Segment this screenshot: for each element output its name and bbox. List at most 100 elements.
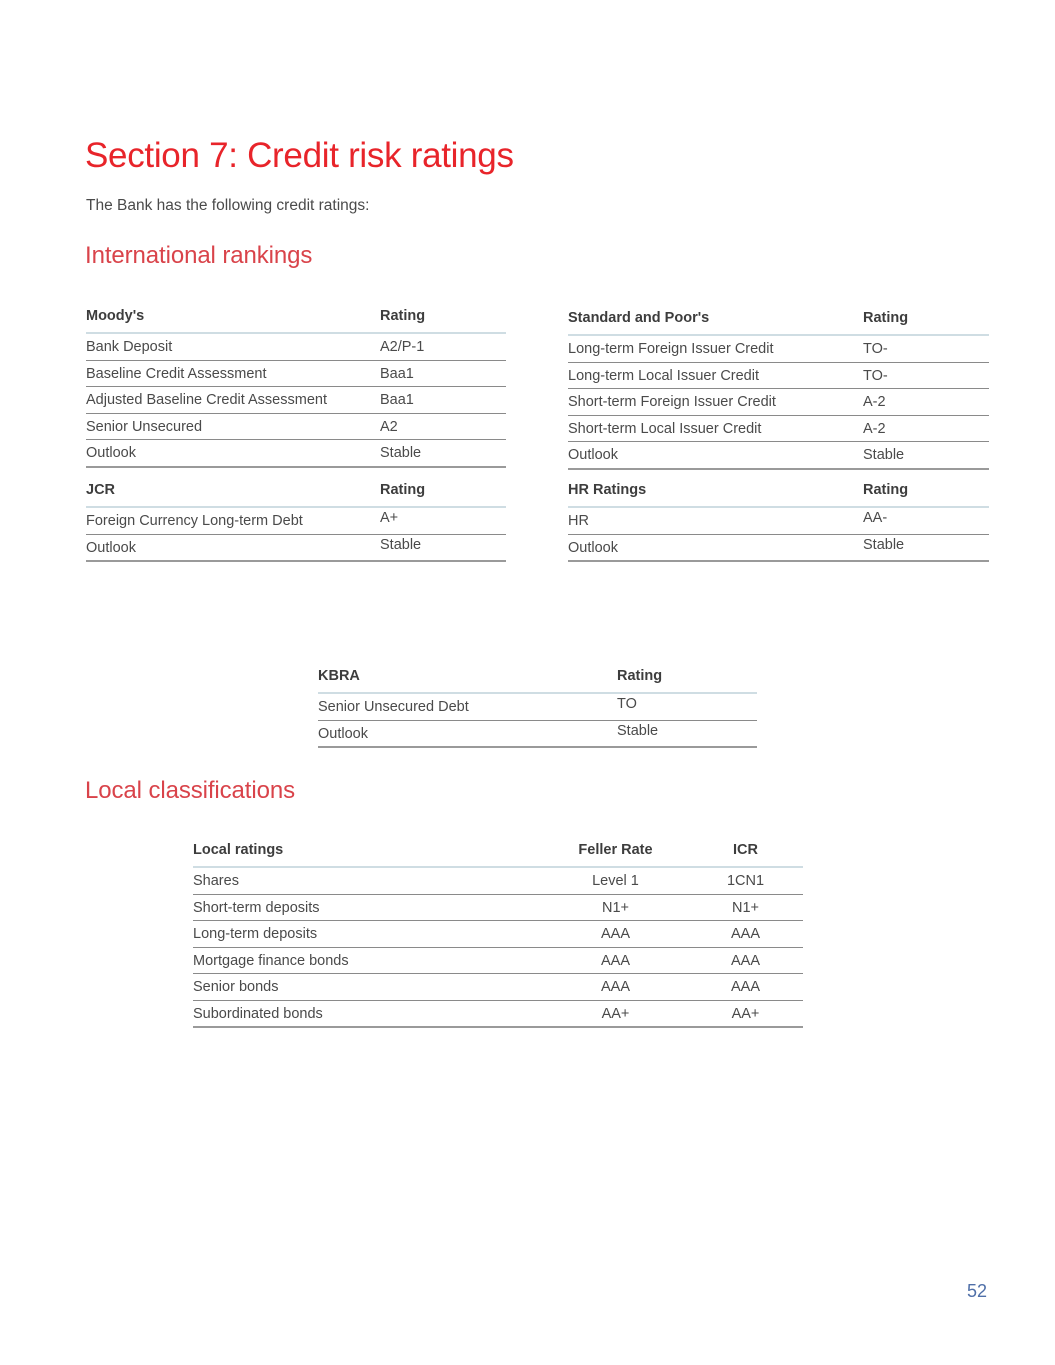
row-value: AAA <box>543 947 688 974</box>
column-header-agency: HR Ratings <box>568 477 863 508</box>
row-label: Outlook <box>86 439 380 468</box>
table-row: Adjusted Baseline Credit Assessment Baa1 <box>86 386 506 414</box>
column-header-rating: Rating <box>863 477 989 508</box>
table-row: Senior Unsecured A2 <box>86 413 506 440</box>
table-row: Foreign Currency Long-term Debt A+ <box>86 507 506 535</box>
page-number: 52 <box>967 1281 988 1301</box>
row-value: N1+ <box>543 894 688 921</box>
row-label: Long-term deposits <box>193 920 543 948</box>
row-label: Senior Unsecured <box>86 413 380 440</box>
table-body: Long-term Foreign Issuer Credit TO- Long-t… <box>568 335 989 470</box>
row-value: A-2 <box>863 388 989 416</box>
table-hr-ratings: HR Ratings Rating HR AA- Outlook Stable <box>568 477 989 562</box>
row-label: Mortgage finance bonds <box>193 947 543 974</box>
row-value: A-2 <box>863 415 989 442</box>
table-row: HR AA- <box>568 507 989 535</box>
table-standard-and-poors: Standard and Poor's Rating Long-term For… <box>568 305 989 470</box>
row-value: Stable <box>863 441 989 470</box>
row-value: Baa1 <box>380 360 506 387</box>
table-body: Bank Deposit A2/P-1 Baseline Credit Assess… <box>86 333 506 468</box>
row-value: Stable <box>617 720 757 748</box>
row-label: Long-term Local Issuer Credit <box>568 362 863 389</box>
table-body: Foreign Currency Long-term Debt A+ Outlook… <box>86 507 506 562</box>
row-value: Stable <box>380 439 506 468</box>
row-label: Shares <box>193 867 543 895</box>
column-header-rating: Rating <box>863 305 989 336</box>
row-value: Stable <box>863 534 989 562</box>
row-value: AAA <box>688 920 803 948</box>
row-value: A+ <box>380 507 506 535</box>
row-label: Outlook <box>86 534 380 562</box>
table-row: Baseline Credit Assessment Baa1 <box>86 360 506 387</box>
page-title: Section 7: Credit risk ratings <box>85 136 514 176</box>
column-header-agency: JCR <box>86 477 380 508</box>
table-kbra: KBRA Rating Senior Unsecured Debt TO Outlo… <box>318 663 757 748</box>
column-header-agency: Standard and Poor's <box>568 305 863 336</box>
row-value: TO <box>617 693 757 721</box>
row-label: Adjusted Baseline Credit Assessment <box>86 386 380 414</box>
table-row: Bank Deposit A2/P-1 <box>86 333 506 361</box>
table-row: Long-term deposits AAA AAA <box>193 920 803 948</box>
table-row: Short-term deposits N1+ N1+ <box>193 894 803 921</box>
table-header-row: Local ratings Feller Rate ICR <box>193 837 803 868</box>
row-value: AAA <box>688 947 803 974</box>
table-row: Short-term Foreign Issuer Credit A-2 <box>568 388 989 416</box>
row-label: Foreign Currency Long-term Debt <box>86 507 380 535</box>
row-value: 1CN1 <box>688 867 803 895</box>
table-header-row: KBRA Rating <box>318 663 757 694</box>
table-row: Subordinated bonds AA+ AA+ <box>193 1000 803 1028</box>
row-label: Bank Deposit <box>86 333 380 361</box>
table-body: Shares Level 1 1CN1 Short-term deposits N1+ N… <box>193 867 803 1028</box>
heading-international-rankings: International rankings <box>85 241 313 269</box>
row-value: AA+ <box>543 1000 688 1028</box>
column-header-agency: Moody's <box>86 303 380 334</box>
heading-local-classifications: Local classifications <box>85 776 295 804</box>
row-label: Senior bonds <box>193 973 543 1001</box>
table-header-row: Moody's Rating <box>86 303 506 334</box>
table-row: Mortgage finance bonds AAA AAA <box>193 947 803 974</box>
table-jcr: JCR Rating Foreign Currency Long-term De… <box>86 477 506 562</box>
table-header-row: JCR Rating <box>86 477 506 508</box>
table-body: Senior Unsecured Debt TO Outlook Stable <box>318 693 757 748</box>
row-value: AAA <box>543 920 688 948</box>
row-label: Subordinated bonds <box>193 1000 543 1028</box>
intro-paragraph: The Bank has the following credit rating… <box>86 196 370 214</box>
row-value: TO- <box>863 335 989 363</box>
column-header-icr: ICR <box>688 837 803 868</box>
table-moodys: Moody's Rating Bank Deposit A2/P-1 Baselin… <box>86 303 506 468</box>
row-value: AAA <box>543 973 688 1001</box>
row-label: Baseline Credit Assessment <box>86 360 380 387</box>
table-row: Long-term Foreign Issuer Credit TO- <box>568 335 989 363</box>
row-value: AA- <box>863 507 989 535</box>
table-row: Outlook Stable <box>568 441 989 470</box>
table-row: Outlook Stable <box>86 534 506 562</box>
table-local-ratings: Local ratings Feller Rate ICR Shares Leve… <box>193 837 803 1028</box>
row-label: Short-term Foreign Issuer Credit <box>568 388 863 416</box>
row-label: Short-term deposits <box>193 894 543 921</box>
column-header-rating: Rating <box>380 303 506 334</box>
row-value: Level 1 <box>543 867 688 895</box>
column-header-local-ratings: Local ratings <box>193 837 543 868</box>
column-header-agency: KBRA <box>318 663 617 694</box>
table-row: Shares Level 1 1CN1 <box>193 867 803 895</box>
table-row: Long-term Local Issuer Credit TO- <box>568 362 989 389</box>
row-label: HR <box>568 507 863 535</box>
row-value: AAA <box>688 973 803 1001</box>
table-row: Senior bonds AAA AAA <box>193 973 803 1001</box>
row-label: Outlook <box>318 720 617 748</box>
table-body: HR AA- Outlook Stable <box>568 507 989 562</box>
table-row: Short-term Local Issuer Credit A-2 <box>568 415 989 442</box>
row-value: AA+ <box>688 1000 803 1028</box>
row-value: Stable <box>380 534 506 562</box>
row-value: A2/P-1 <box>380 333 506 361</box>
table-row: Outlook Stable <box>86 439 506 468</box>
row-label: Long-term Foreign Issuer Credit <box>568 335 863 363</box>
row-value: N1+ <box>688 894 803 921</box>
table-row: Outlook Stable <box>318 720 757 748</box>
row-value: A2 <box>380 413 506 440</box>
row-label: Outlook <box>568 441 863 470</box>
row-value: Baa1 <box>380 386 506 414</box>
row-label: Outlook <box>568 534 863 562</box>
table-header-row: Standard and Poor's Rating <box>568 305 989 336</box>
